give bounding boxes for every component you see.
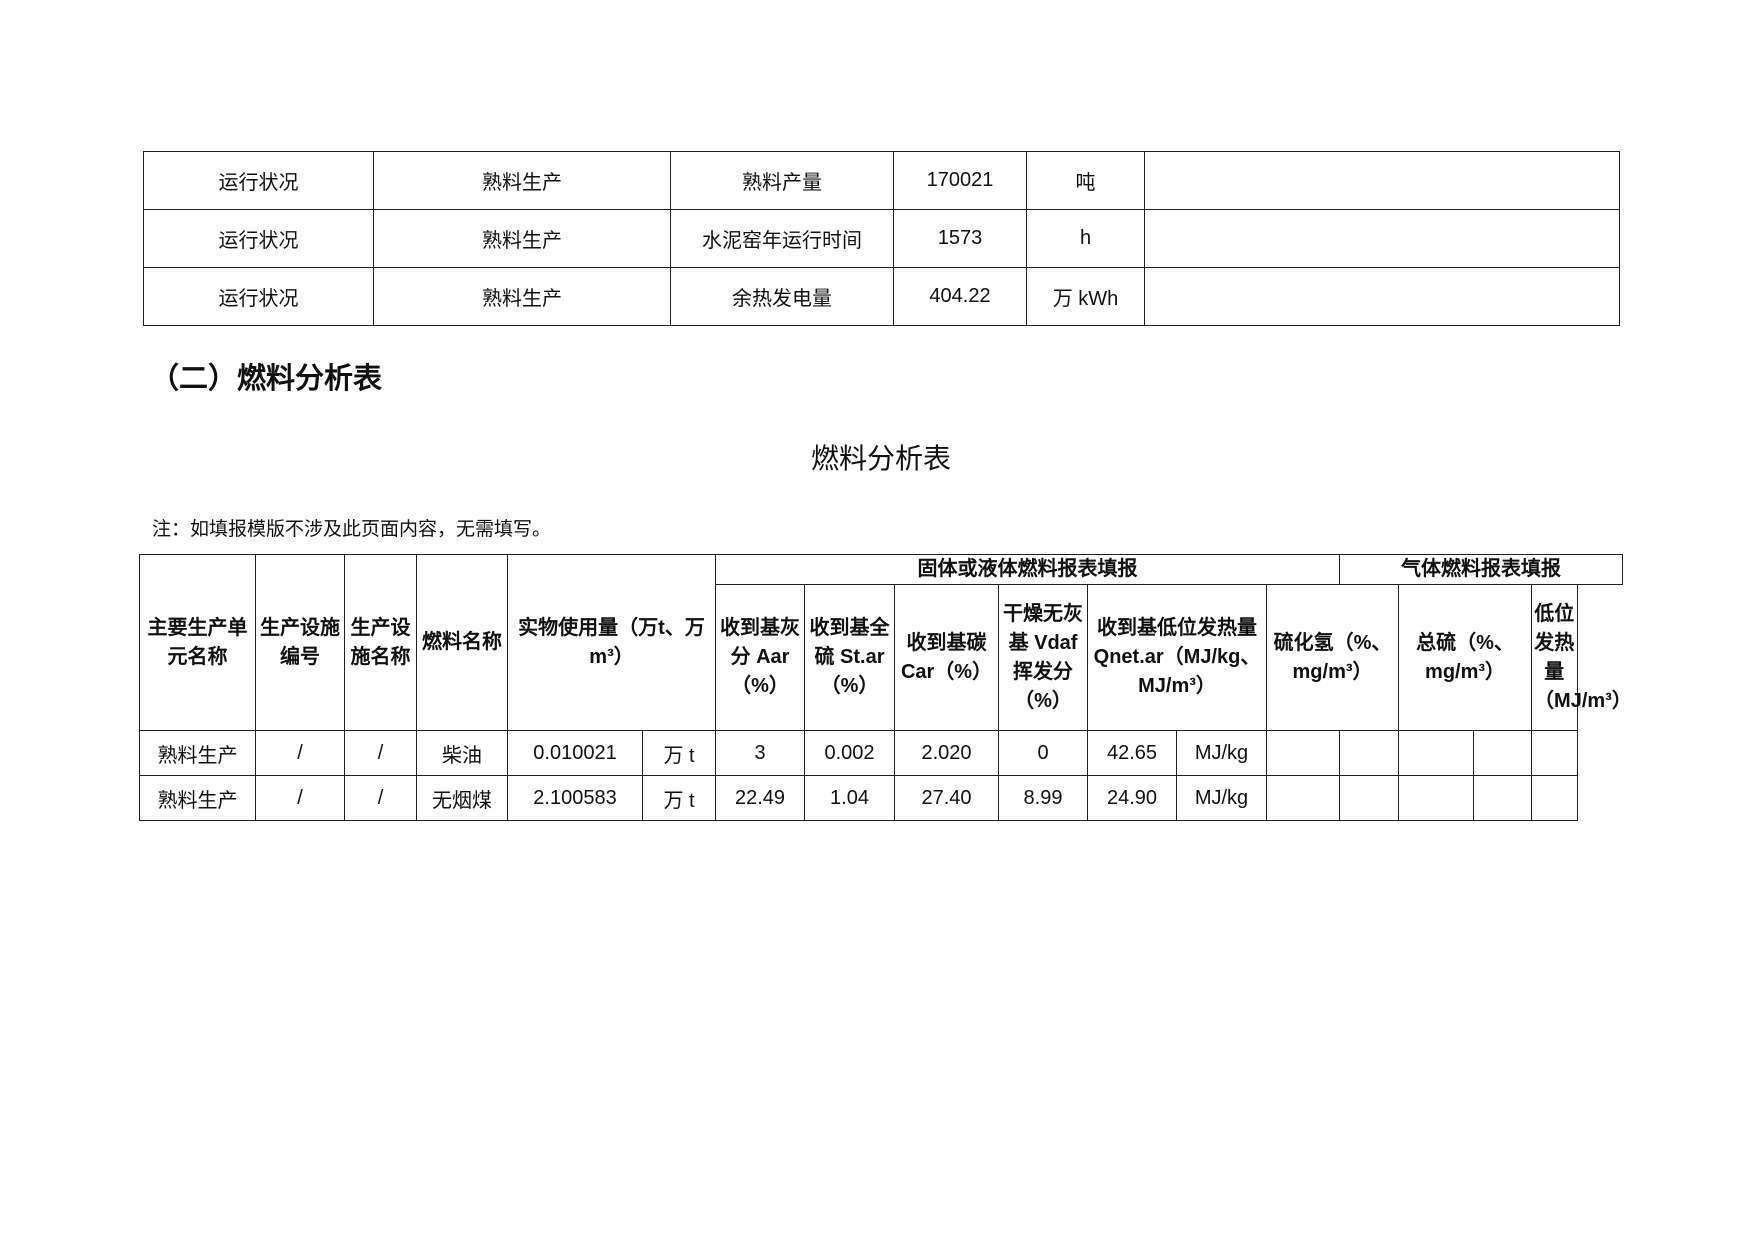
table-cell xyxy=(1266,775,1341,821)
table-cell: 2.020 xyxy=(894,730,1000,776)
table-cell: 1573 xyxy=(893,209,1027,268)
group-header-solid: 固体或液体燃料报表填报 xyxy=(715,554,1341,585)
table-cell: 运行状况 xyxy=(143,267,374,326)
group-header-gas: 气体燃料报表填报 xyxy=(1339,554,1623,585)
table-cell: 熟料生产 xyxy=(139,775,256,821)
header-cell: 总硫（%、mg/m³） xyxy=(1398,584,1533,731)
table-row: 运行状况 熟料生产 水泥窑年运行时间 1573 h xyxy=(143,209,1620,268)
table-cell xyxy=(1531,775,1578,821)
table-cell xyxy=(1339,730,1400,776)
table-cell xyxy=(1473,730,1533,776)
table-cell: 运行状况 xyxy=(143,209,374,268)
table-cell: 熟料产量 xyxy=(670,151,894,210)
table-cell: 熟料生产 xyxy=(373,151,671,210)
table-cell: 3 xyxy=(715,730,806,776)
table-cell: 0.010021 xyxy=(507,730,643,776)
table-cell: h xyxy=(1026,209,1145,268)
table-cell: 2.100583 xyxy=(507,775,643,821)
table-cell: / xyxy=(255,775,345,821)
table-cell: 万 kWh xyxy=(1026,267,1145,326)
table-cell: 运行状况 xyxy=(143,151,374,210)
header-cell: 低位发热量（MJ/m³） xyxy=(1531,584,1632,731)
table-cell: 柴油 xyxy=(416,730,508,776)
header-cell: 生产设施名称 xyxy=(344,554,417,731)
header-cell: 主要生产单元名称 xyxy=(139,554,256,731)
table-cell: MJ/kg xyxy=(1176,775,1268,821)
table-cell: 24.90 xyxy=(1087,775,1178,821)
table-cell: 22.49 xyxy=(715,775,806,821)
header-cell: 实物使用量（万t、万m³） xyxy=(506,554,717,731)
note-text: 注：如填报模版不涉及此页面内容，无需填写。 xyxy=(152,518,552,540)
header-cell: 燃料名称 xyxy=(416,554,508,731)
table-cell: 0.002 xyxy=(804,730,896,776)
table-row: 运行状况 熟料生产 余热发电量 404.22 万 kWh xyxy=(143,267,1620,326)
table-cell: / xyxy=(344,730,417,776)
table-cell: 170021 xyxy=(893,151,1027,210)
table-cell: 无烟煤 xyxy=(416,775,508,821)
table-cell xyxy=(1144,151,1620,210)
table-cell xyxy=(1398,730,1475,776)
table-cell xyxy=(1339,775,1400,821)
header-cell: 收到基灰分 Aar（%） xyxy=(715,584,806,731)
table-cell: 余热发电量 xyxy=(670,267,894,326)
table-cell xyxy=(1266,730,1341,776)
table-cell xyxy=(1144,267,1620,326)
table-cell xyxy=(1398,775,1475,821)
table-cell: 吨 xyxy=(1026,151,1145,210)
table-cell: 水泥窑年运行时间 xyxy=(670,209,894,268)
header-cell: 收到基全硫 St.ar（%） xyxy=(804,584,896,731)
header-cell: 收到基碳 Car（%） xyxy=(894,584,1000,731)
table-cell: 1.04 xyxy=(804,775,896,821)
table-cell: 42.65 xyxy=(1087,730,1178,776)
table-cell: / xyxy=(344,775,417,821)
table-cell xyxy=(1473,775,1533,821)
table-cell: 万 t xyxy=(641,730,717,776)
header-cell: 硫化氢（%、mg/m³） xyxy=(1266,584,1400,731)
table-cell xyxy=(1531,730,1578,776)
header-cell: 生产设施编号 xyxy=(255,554,345,731)
table-cell: 熟料生产 xyxy=(139,730,256,776)
table-cell: 8.99 xyxy=(998,775,1089,821)
table-cell: 27.40 xyxy=(894,775,1000,821)
header-cell: 收到基低位发热量 Qnet.ar（MJ/kg、MJ/m³） xyxy=(1087,584,1268,731)
table-row: 熟料生产 / / 柴油 0.010021 万 t 3 0.002 2.020 0 42.65 MJ/k… xyxy=(139,730,1623,776)
table-cell: 万 t xyxy=(641,775,717,821)
table-row: 运行状况 熟料生产 熟料产量 170021 吨 xyxy=(143,151,1620,210)
table-cell: 0 xyxy=(998,730,1089,776)
table-cell: / xyxy=(255,730,345,776)
fuel-analysis-table: 主要生产单元名称 生产设施编号 生产设施名称 燃料名称 实物使用量（万t、万m³… xyxy=(139,554,1632,821)
section-heading: （二）燃料分析表 xyxy=(150,361,383,395)
operation-status-table: 运行状况 熟料生产 熟料产量 170021 吨运行状况 熟料生产 水泥窑年运行时间 1573 h… xyxy=(143,151,1620,326)
table-title: 燃料分析表 xyxy=(810,442,951,475)
table-cell: 熟料生产 xyxy=(373,267,671,326)
table-cell: 404.22 xyxy=(893,267,1027,326)
table-cell: 熟料生产 xyxy=(373,209,671,268)
table-cell: MJ/kg xyxy=(1176,730,1268,776)
header-cell: 干燥无灰基 Vdaf 挥发分（%） xyxy=(998,584,1089,731)
table-cell xyxy=(1144,209,1620,268)
table-row: 熟料生产 / / 无烟煤 2.100583 万 t 22.49 1.04 27.40 8.99 24… xyxy=(139,775,1623,821)
